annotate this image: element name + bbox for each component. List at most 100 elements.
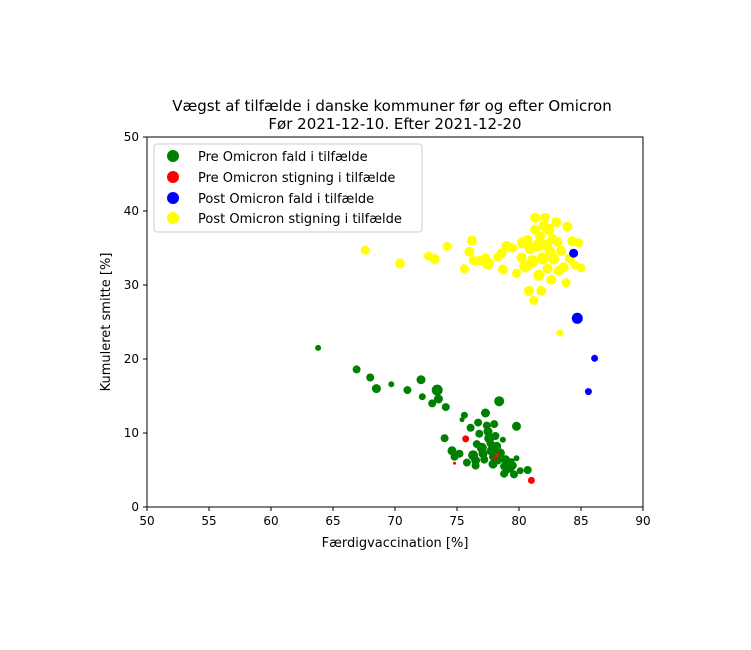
point-pre-fald-2 — [366, 373, 375, 382]
point-post-stigning-5 — [459, 264, 469, 274]
point-post-stigning-25 — [529, 296, 539, 305]
point-pre-fald-39 — [492, 441, 502, 451]
point-pre-fald-18 — [462, 458, 471, 467]
point-pre-fald-53 — [513, 455, 520, 462]
x-tick-label-50: 50 — [139, 514, 154, 528]
y-tick-label-50: 50 — [124, 130, 139, 144]
point-post-stigning-3 — [429, 254, 440, 265]
x-tick-label-55: 55 — [201, 514, 216, 528]
point-pre-fald-24 — [474, 418, 483, 427]
y-tick-label-40: 40 — [124, 204, 139, 218]
legend-box — [153, 143, 423, 233]
point-post-fald-0 — [569, 248, 579, 258]
point-pre-fald-12 — [440, 434, 449, 443]
point-post-stigning-48 — [561, 278, 571, 288]
point-post-fald-2 — [591, 354, 599, 362]
point-post-stigning-4 — [442, 242, 452, 251]
legend-marker-pre-stigning — [167, 171, 179, 183]
point-pre-fald-6 — [416, 375, 426, 385]
point-post-stigning-7 — [466, 235, 477, 246]
x-tick-label-80: 80 — [511, 514, 526, 528]
point-post-stigning-45 — [556, 329, 564, 337]
point-post-stigning-21 — [522, 234, 533, 245]
point-post-stigning-1 — [395, 258, 405, 269]
point-pre-stigning-2 — [493, 456, 498, 461]
point-pre-fald-29 — [481, 408, 490, 418]
point-post-stigning-32 — [536, 252, 549, 265]
point-post-stigning-16 — [508, 243, 518, 253]
point-post-stigning-24 — [526, 255, 539, 268]
x-tick-label-70: 70 — [387, 514, 402, 528]
legend-label-post-stigning: Post Omicron stigning i tilfælde — [198, 212, 402, 227]
point-pre-fald-0 — [315, 344, 322, 351]
point-pre-fald-37 — [490, 420, 499, 429]
point-pre-stigning-4 — [527, 476, 535, 484]
point-pre-fald-10 — [433, 394, 443, 404]
point-post-stigning-11 — [482, 257, 494, 270]
point-post-stigning-18 — [516, 252, 527, 263]
legend: Pre Omicron fald i tilfælde Pre Omicron … — [153, 143, 423, 233]
point-post-stigning-6 — [464, 246, 475, 257]
y-tick-label-30: 30 — [124, 278, 139, 292]
legend-label-pre-stigning: Pre Omicron stigning i tilfælde — [198, 171, 395, 186]
point-post-stigning-54 — [576, 263, 586, 273]
point-post-stigning-53 — [574, 238, 583, 248]
x-tick-label-60: 60 — [263, 514, 278, 528]
point-pre-fald-56 — [523, 466, 532, 474]
point-pre-fald-38 — [491, 432, 500, 440]
legend-label-pre-fald: Pre Omicron fald i tilfælde — [198, 150, 368, 165]
point-post-stigning-36 — [542, 263, 553, 274]
point-post-stigning-37 — [543, 224, 555, 235]
point-post-stigning-34 — [540, 212, 550, 223]
point-pre-fald-9 — [431, 384, 443, 396]
point-post-stigning-49 — [562, 221, 573, 232]
point-pre-fald-17 — [460, 411, 468, 419]
point-post-stigning-39 — [546, 274, 557, 285]
point-pre-fald-43 — [499, 436, 506, 443]
chart-title: Vægst af tilfælde i danske kommuner før … — [172, 97, 611, 115]
y-tick-label-10: 10 — [124, 426, 139, 440]
y-tick-label-20: 20 — [124, 352, 139, 366]
x-axis-label: Færdigvaccination [%] — [322, 536, 469, 551]
point-pre-fald-52 — [510, 470, 518, 479]
x-tick-label-85: 85 — [573, 514, 588, 528]
point-pre-fald-25 — [475, 429, 484, 438]
point-post-stigning-27 — [530, 212, 541, 223]
point-post-stigning-29 — [533, 269, 545, 281]
point-pre-fald-11 — [441, 403, 450, 412]
legend-marker-post-stigning — [167, 212, 179, 224]
point-post-stigning-47 — [558, 262, 569, 273]
point-pre-fald-22 — [471, 461, 480, 470]
chart-subtitle: Før 2021-12-10. Efter 2021-12-20 — [268, 115, 521, 133]
point-post-fald-1 — [571, 312, 583, 324]
point-post-stigning-17 — [512, 268, 521, 278]
data-points — [315, 212, 599, 484]
point-post-stigning-38 — [545, 246, 555, 256]
point-post-fald-3 — [584, 388, 592, 396]
x-tick-label-90: 90 — [635, 514, 650, 528]
point-post-stigning-46 — [556, 246, 567, 256]
point-pre-stigning-1 — [453, 461, 456, 465]
point-pre-fald-3 — [371, 384, 381, 394]
point-pre-fald-5 — [403, 386, 412, 395]
point-pre-stigning-0 — [462, 435, 470, 443]
legend-marker-pre-fald — [167, 150, 179, 162]
point-pre-fald-8 — [428, 399, 437, 408]
legend-marker-post-fald — [167, 192, 179, 204]
x-tick-label-65: 65 — [325, 514, 340, 528]
point-post-stigning-14 — [497, 264, 508, 275]
point-pre-fald-55 — [516, 467, 524, 475]
point-pre-fald-42 — [495, 448, 505, 458]
x-tick-label-75: 75 — [449, 514, 464, 528]
point-pre-fald-28 — [480, 455, 489, 464]
point-pre-fald-15 — [455, 449, 464, 458]
point-pre-fald-4 — [388, 381, 395, 388]
point-post-stigning-0 — [360, 245, 370, 255]
point-post-stigning-22 — [523, 285, 534, 296]
point-post-stigning-43 — [552, 237, 563, 248]
point-pre-fald-19 — [466, 423, 475, 432]
point-pre-fald-1 — [352, 365, 361, 374]
y-axis-label: Kumuleret smitte [%] — [99, 253, 114, 392]
legend-label-post-fald: Post Omicron fald i tilfælde — [198, 192, 374, 207]
